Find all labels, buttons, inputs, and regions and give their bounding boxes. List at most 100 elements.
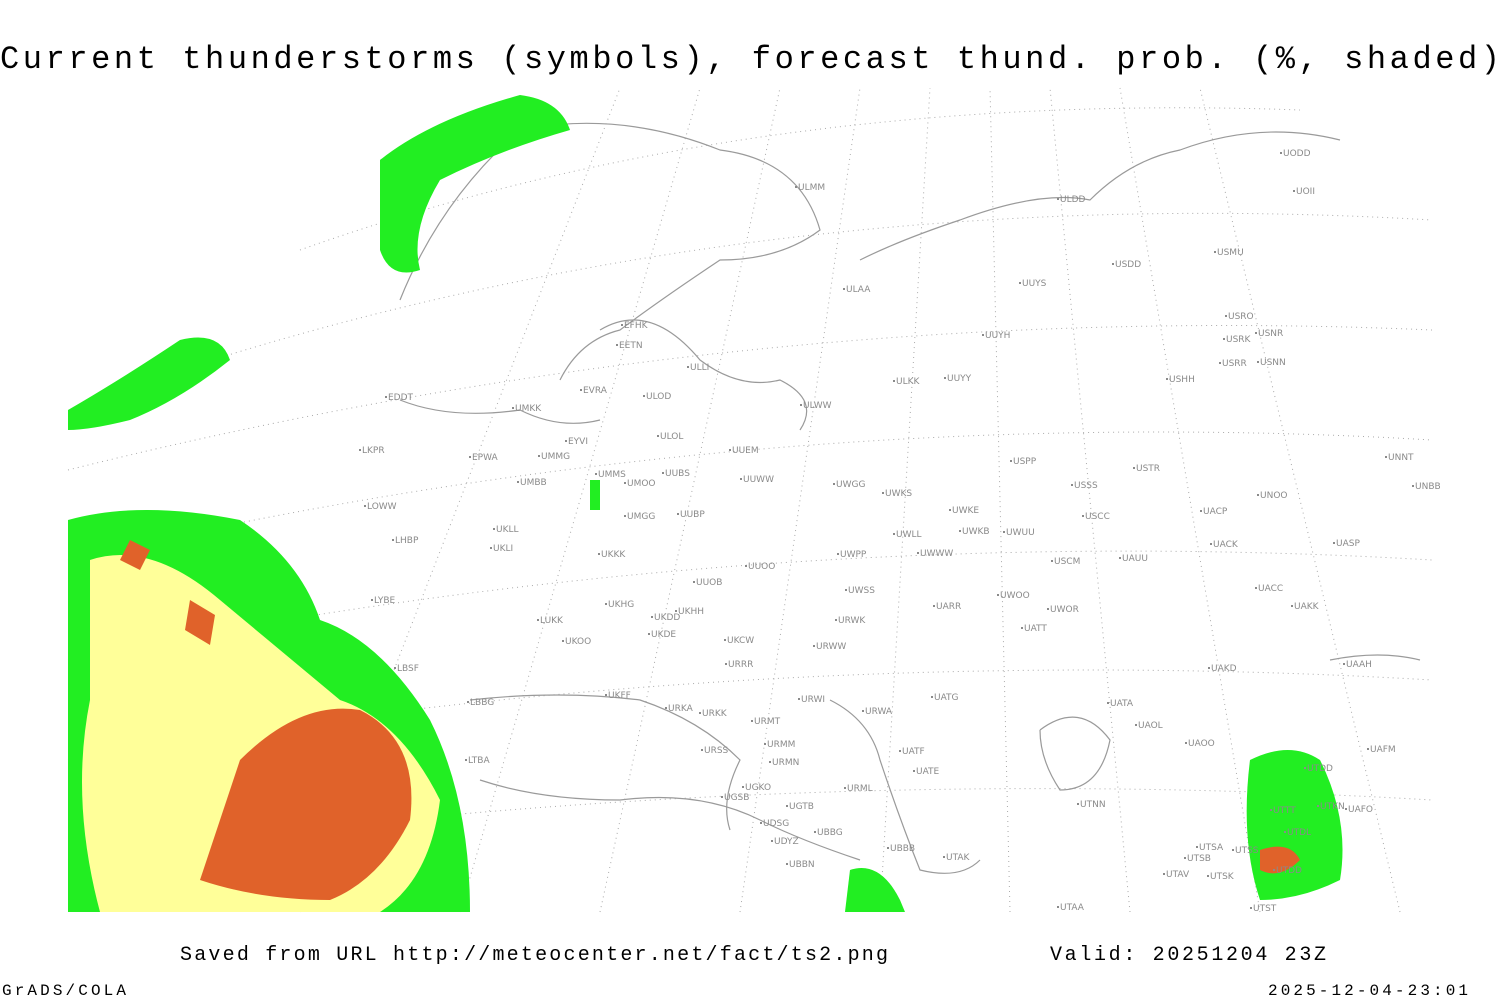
station-marker [798,698,800,700]
station-marker [490,547,492,549]
station-label: UWSS [848,586,875,596]
station-marker [887,847,889,849]
station-marker [933,605,935,607]
station-marker [769,761,771,763]
station-label: UODD [1283,149,1311,159]
station-label: UUEM [732,446,759,456]
station-label: USSS [1074,481,1098,491]
station-marker [1255,332,1257,334]
station-marker [786,863,788,865]
station-marker [1047,608,1049,610]
coastlines [399,122,1421,874]
station-label: UGTB [789,802,814,812]
station-label: ULOL [660,432,683,442]
valid-time: Valid: 20251204 23Z [1050,944,1326,967]
station-marker [1223,338,1225,340]
station-marker [1163,873,1165,875]
station-marker [624,515,626,517]
station-marker [740,478,742,480]
station-label: URKA [668,704,694,714]
station-marker [1071,484,1073,486]
station-label: EYVI [568,437,588,447]
map-background [67,87,1433,913]
station-marker [1343,663,1345,665]
station-marker [392,539,394,541]
station-label: UNOO [1260,491,1288,501]
station-label: EETN [619,341,643,351]
station-marker [837,553,839,555]
station-marker [699,712,701,714]
station-label: UTST [1253,904,1277,914]
station-marker [605,603,607,605]
station-label: EPWA [472,453,499,463]
station-marker [1196,846,1198,848]
station-label: USRR [1222,359,1247,369]
station-marker [1284,831,1286,833]
station-label: URSS [704,746,729,756]
station-marker [517,481,519,483]
station-marker [982,334,984,336]
station-label: UAUU [1122,554,1148,564]
station-label: UWKE [952,506,979,516]
station-label: UARR [936,602,961,612]
station-marker [1184,857,1186,859]
station-marker [1291,605,1293,607]
station-marker [814,831,816,833]
station-label: URMN [772,758,799,768]
station-marker [1333,542,1335,544]
station-marker [562,640,564,642]
station-label: UUWW [743,475,774,485]
station-label: UTKN [1320,802,1345,812]
station-label: UUYS [1022,279,1047,289]
station-label: ULKK [896,377,921,387]
station-marker [751,720,753,722]
station-marker [1250,907,1252,909]
station-label: USHH [1169,375,1195,385]
station-marker [1135,724,1137,726]
station-marker [537,619,539,621]
station-label: UKDE [651,630,676,640]
station-label: UKOO [565,637,591,647]
station-label: ULOD [646,392,671,402]
station-label: UUBP [680,510,705,520]
station-marker [862,710,864,712]
station-marker [1208,667,1210,669]
station-label: UTDL [1287,828,1311,838]
station-marker [1280,152,1282,154]
station-label: UWLL [896,530,922,540]
station-marker [675,610,677,612]
station-marker [1232,849,1234,851]
station-marker [893,533,895,535]
station-label: UUBS [665,469,690,479]
source-url: Saved from URL http://meteocenter.net/fa… [180,944,888,967]
station-marker [1257,361,1259,363]
station-marker [595,473,597,475]
station-label: UMOO [627,479,656,489]
station-marker [931,696,933,698]
station-marker [512,407,514,409]
station-label: UWOO [1000,591,1030,601]
station-label: UWUU [1006,528,1035,538]
station-marker [882,492,884,494]
station-marker [1133,467,1135,469]
station-label: URML [847,784,873,794]
station-marker [1057,198,1059,200]
station-label: ULWW [803,401,832,411]
station-marker [725,663,727,665]
station-label: URMT [754,717,781,727]
station-marker [1225,315,1227,317]
station-label: LTBA [468,756,490,766]
station-label: USCM [1054,557,1080,567]
station-marker [760,822,762,824]
station-marker [359,449,361,451]
station-label: URWI [801,695,825,705]
station-label: UUYH [985,331,1010,341]
station-marker [493,528,495,530]
station-label: LUKK [540,616,564,626]
station-label: USCC [1085,512,1110,522]
station-label: UNNT [1388,453,1414,463]
station-marker [1107,702,1109,704]
station-label: UUOB [696,578,722,588]
station-label: UMKK [515,404,542,414]
station-marker [467,701,469,703]
